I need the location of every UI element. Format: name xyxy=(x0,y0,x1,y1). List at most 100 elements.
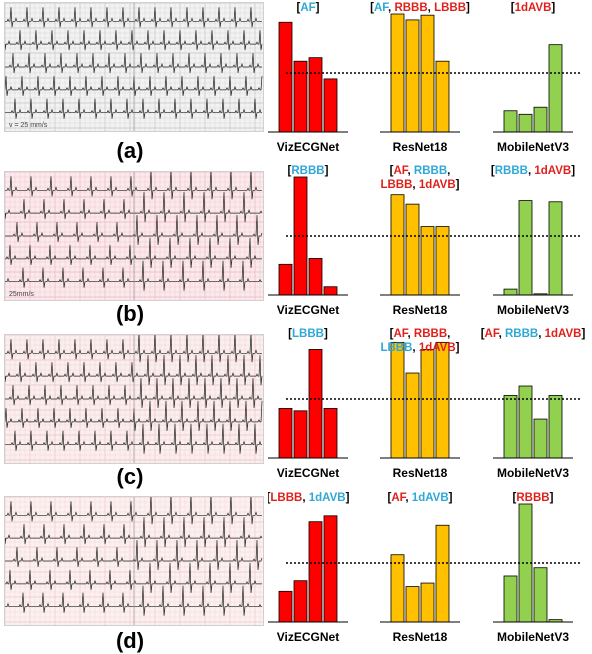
bar-mobilenetv3-1 xyxy=(503,575,518,623)
bar-resnet18-4 xyxy=(435,60,450,133)
ecg-trace xyxy=(5,562,262,593)
bar-mobilenetv3-2 xyxy=(518,200,533,296)
bar-vizecgnet-4 xyxy=(323,286,338,296)
ecg-trace xyxy=(5,75,263,96)
bar-vizecgnet-3 xyxy=(308,258,323,296)
ecg-trace xyxy=(5,237,262,268)
panel-label-c: (c) xyxy=(116,464,144,489)
ecg-trace xyxy=(5,52,262,74)
bar-vizecgnet-1 xyxy=(278,408,293,459)
bar-mobilenetv3-4 xyxy=(548,44,563,133)
group-label-vizecgnet: VizECGNet xyxy=(277,140,339,154)
group-label-vizecgnet: VizECGNet xyxy=(277,303,339,317)
panel-c: (c) VizECGNet [LBBB] ResNet18 [AF, RBBB, LBB… xyxy=(0,326,592,489)
prediction-label-resnet18: [AF, RBBB, xyxy=(390,328,451,340)
ecg-image-a: v = 25 mm/s xyxy=(4,2,264,132)
ecg-trace xyxy=(5,539,263,571)
ecg-trace xyxy=(5,517,263,548)
ecg-trace xyxy=(5,260,262,291)
ecg-trace xyxy=(5,377,262,409)
group-label-resnet18: ResNet18 xyxy=(393,303,448,317)
panel-label-a: (a) xyxy=(116,138,144,163)
ecg-trace xyxy=(5,98,262,119)
ecg-trace xyxy=(5,497,262,525)
prediction-label-vizecgnet: [RBBB] xyxy=(288,165,329,177)
prediction-label-mobilenetv3: [1dAVB] xyxy=(511,2,556,14)
bar-resnet18-2 xyxy=(405,586,420,623)
panel-a: v = 25 mm/s (a) VizECGNet [AF] ResNet18 [AF… xyxy=(0,0,592,163)
bar-vizecgnet-3 xyxy=(308,57,323,133)
bar-mobilenetv3-4 xyxy=(548,201,563,296)
bar-mobilenetv3-1 xyxy=(503,288,518,296)
bar-vizecgnet-4 xyxy=(323,408,338,459)
bar-chart-b: VizECGNet [RBBB] ResNet18 [AF, RBBB, LBBB, 1… xyxy=(268,163,592,323)
bar-resnet18-1 xyxy=(390,554,405,623)
group-label-vizecgnet: VizECGNet xyxy=(277,466,339,480)
prediction-label-mobilenetv3: [RBBB, 1dAVB] xyxy=(491,165,575,177)
bar-resnet18-3 xyxy=(420,582,435,623)
bar-resnet18-2 xyxy=(405,203,420,296)
ecg-trace xyxy=(5,335,262,363)
bar-resnet18-1 xyxy=(390,194,405,296)
ecg-image-b: 25mm/s xyxy=(4,171,264,301)
ecg-trace xyxy=(5,423,262,454)
bar-resnet18-4 xyxy=(435,226,450,296)
prediction-label-resnet18: [AF, RBBB, xyxy=(390,165,451,177)
bar-resnet18-4 xyxy=(435,341,450,459)
ecg-trace xyxy=(5,172,262,200)
prediction-label-resnet18: [AF, 1dAVB] xyxy=(388,492,453,504)
bar-resnet18-4 xyxy=(435,524,450,623)
group-label-mobilenetv3: MobileNetV3 xyxy=(497,466,569,480)
ecg-trace xyxy=(5,585,262,616)
bar-resnet18-2 xyxy=(405,372,420,459)
bar-chart-d: VizECGNet [LBBB, 1dAVB] ResNet18 [AF, 1dAVB… xyxy=(268,490,592,650)
bar-chart-c: VizECGNet [LBBB] ResNet18 [AF, RBBB, LBBB, 1… xyxy=(268,326,592,486)
ecg-trace xyxy=(5,30,263,51)
bar-vizecgnet-1 xyxy=(278,263,293,296)
bar-vizecgnet-1 xyxy=(278,590,293,623)
panel-label-d: (d) xyxy=(115,628,145,653)
ecg-caption: 25mm/s xyxy=(9,291,34,298)
prediction-label-resnet18: LBBB, 1dAVB] xyxy=(380,342,459,354)
prediction-label-mobilenetv3: [AF, RBBB, 1dAVB] xyxy=(481,328,586,340)
bar-mobilenetv3-2 xyxy=(518,385,533,459)
prediction-label-vizecgnet: [LBBB] xyxy=(288,328,328,340)
bar-vizecgnet-2 xyxy=(293,580,308,623)
prediction-label-resnet18: LBBB, 1dAVB] xyxy=(380,179,459,191)
bar-vizecgnet-4 xyxy=(323,78,338,133)
bar-mobilenetv3-2 xyxy=(518,113,533,133)
group-label-mobilenetv3: MobileNetV3 xyxy=(497,303,569,317)
ecg-trace xyxy=(5,7,262,28)
bar-resnet18-3 xyxy=(420,349,435,459)
bar-mobilenetv3-1 xyxy=(503,110,518,133)
bar-vizecgnet-3 xyxy=(308,349,323,459)
ecg-trace xyxy=(5,214,263,246)
prediction-label-mobilenetv3: [RBBB] xyxy=(513,492,554,504)
bar-resnet18-3 xyxy=(420,226,435,296)
prediction-label-resnet18: [AF, RBBB, LBBB] xyxy=(370,2,470,14)
ecg-image-d xyxy=(4,496,264,626)
prediction-label-vizecgnet: [LBBB, 1dAVB] xyxy=(268,492,350,504)
bar-resnet18-1 xyxy=(390,341,405,459)
bar-chart-a: VizECGNet [AF] ResNet18 [AF, RBBB, LBBB] Mob… xyxy=(268,0,592,160)
bar-vizecgnet-2 xyxy=(293,60,308,133)
bar-vizecgnet-2 xyxy=(293,410,308,459)
bar-mobilenetv3-3 xyxy=(533,106,548,133)
ecg-trace xyxy=(5,192,263,223)
bar-mobilenetv3-3 xyxy=(533,418,548,459)
ecg-trace xyxy=(5,400,263,431)
ecg-caption: v = 25 mm/s xyxy=(9,122,48,129)
bar-vizecgnet-4 xyxy=(323,515,338,623)
group-label-mobilenetv3: MobileNetV3 xyxy=(497,140,569,154)
ecg-trace xyxy=(5,355,263,386)
group-label-vizecgnet: VizECGNet xyxy=(277,630,339,644)
group-label-resnet18: ResNet18 xyxy=(393,140,448,154)
group-label-resnet18: ResNet18 xyxy=(393,630,448,644)
ecg-image-c xyxy=(4,334,264,464)
group-label-resnet18: ResNet18 xyxy=(393,466,448,480)
bar-vizecgnet-1 xyxy=(278,21,293,133)
panel-b: 25mm/s (b) VizECGNet [RBBB] ResNet18 [AF, R… xyxy=(0,163,592,326)
bar-mobilenetv3-1 xyxy=(503,395,518,459)
group-label-mobilenetv3: MobileNetV3 xyxy=(497,630,569,644)
bar-mobilenetv3-4 xyxy=(548,395,563,459)
